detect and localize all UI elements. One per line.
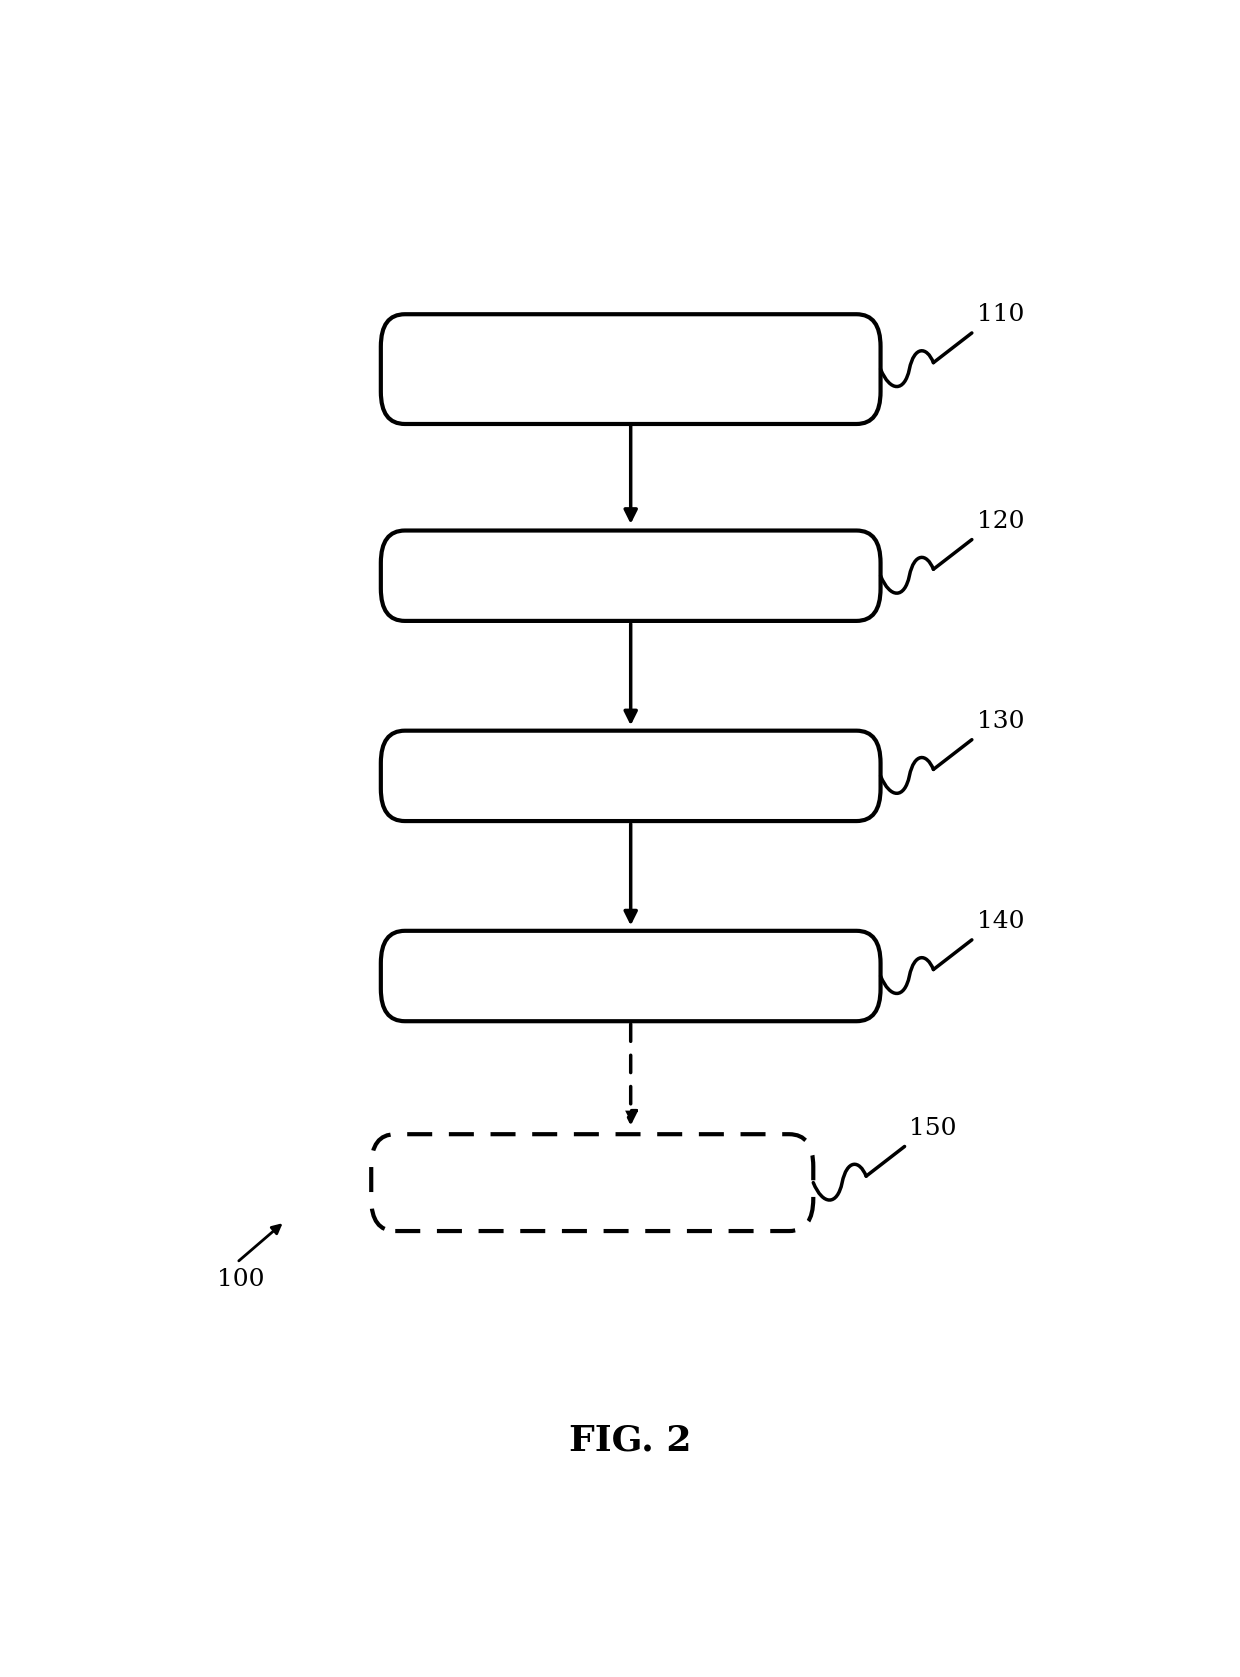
Text: FIG. 2: FIG. 2 (569, 1424, 692, 1457)
Text: 150: 150 (909, 1117, 957, 1140)
FancyBboxPatch shape (381, 731, 880, 822)
Text: 110: 110 (977, 304, 1024, 327)
FancyBboxPatch shape (381, 530, 880, 620)
FancyBboxPatch shape (371, 1134, 813, 1231)
Text: 140: 140 (977, 911, 1024, 934)
Text: 120: 120 (977, 510, 1024, 533)
Text: 130: 130 (977, 711, 1024, 733)
FancyBboxPatch shape (381, 931, 880, 1021)
Text: 100: 100 (217, 1268, 265, 1291)
FancyBboxPatch shape (381, 314, 880, 424)
